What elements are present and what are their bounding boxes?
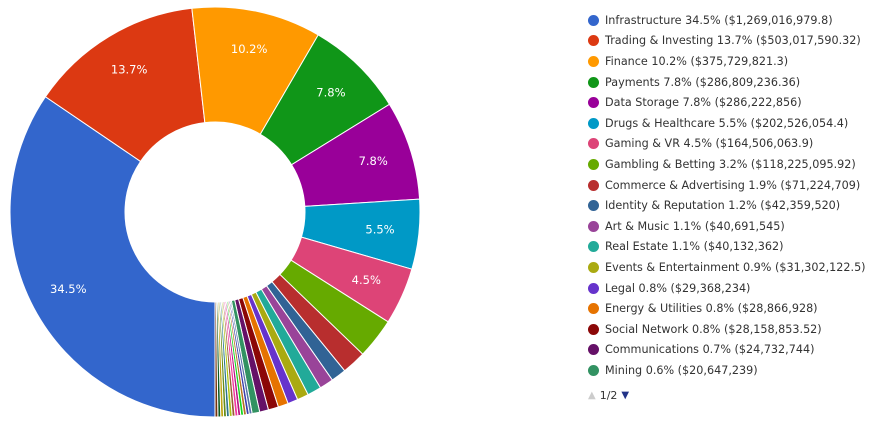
legend-item[interactable]: Identity & Reputation 1.2% ($42,359,520) <box>588 195 884 216</box>
legend-swatch <box>588 179 599 191</box>
legend-item[interactable]: Gaming & VR 4.5% ($164,506,063.9) <box>588 134 884 155</box>
legend-label: Social Network 0.8% ($28,158,853.52) <box>605 322 822 336</box>
legend-items: Infrastructure 34.5% ($1,269,016,979.8) T… <box>588 10 884 381</box>
legend-swatch <box>588 220 599 232</box>
legend-label: Drugs & Healthcare 5.5% ($202,526,054.4) <box>605 116 849 130</box>
legend-swatch <box>588 76 599 88</box>
slice-label-2: 10.2% <box>231 42 268 56</box>
legend-label: Payments 7.8% ($286,809,236.36) <box>605 75 801 89</box>
pager-text: 1/2 <box>599 389 618 403</box>
legend-item[interactable]: Infrastructure 34.5% ($1,269,016,979.8) <box>588 10 884 31</box>
legend-label: Identity & Reputation 1.2% ($42,359,520) <box>605 199 841 213</box>
legend-item[interactable]: Data Storage 7.8% ($286,222,856) <box>588 92 884 113</box>
legend-label: Gambling & Betting 3.2% ($118,225,095.92… <box>605 157 856 171</box>
legend-item[interactable]: Commerce & Advertising 1.9% ($71,224,709… <box>588 175 884 196</box>
legend-item[interactable]: Payments 7.8% ($286,809,236.36) <box>588 72 884 93</box>
donut-svg: 34.5% 13.7% 10.2% 7.8% 7.8% 5.5% 4.5% <box>9 6 421 418</box>
legend-item[interactable]: Mining 0.6% ($20,647,239) <box>588 360 884 381</box>
legend-item[interactable]: Finance 10.2% ($375,729,821.3) <box>588 51 884 72</box>
legend-label: Legal 0.8% ($29,368,234) <box>605 281 751 295</box>
legend-swatch <box>588 282 599 294</box>
legend-swatch <box>588 14 599 26</box>
legend-item[interactable]: Legal 0.8% ($29,368,234) <box>588 278 884 299</box>
legend-label: Finance 10.2% ($375,729,821.3) <box>605 54 789 68</box>
legend-label: Commerce & Advertising 1.9% ($71,224,709… <box>605 178 861 192</box>
legend-item[interactable]: Events & Entertainment 0.9% ($31,302,122… <box>588 257 884 278</box>
legend-swatch <box>588 35 599 47</box>
legend-item[interactable]: Art & Music 1.1% ($40,691,545) <box>588 216 884 237</box>
legend-label: Gaming & VR 4.5% ($164,506,063.9) <box>605 137 814 151</box>
legend-label: Data Storage 7.8% ($286,222,856) <box>605 96 802 110</box>
triangle-down-icon[interactable]: ▼ <box>621 389 630 401</box>
slice-infrastructure[interactable] <box>9 96 216 418</box>
legend-item[interactable]: Real Estate 1.1% ($40,132,362) <box>588 237 884 258</box>
legend-label: Communications 0.7% ($24,732,744) <box>605 343 815 357</box>
slice-label-5: 5.5% <box>365 223 394 237</box>
legend-swatch <box>588 200 599 212</box>
legend-swatch <box>588 117 599 129</box>
legend-label: Infrastructure 34.5% ($1,269,016,979.8) <box>605 13 833 27</box>
legend-swatch <box>588 303 599 315</box>
slice-label-6: 4.5% <box>352 273 381 287</box>
legend-item[interactable]: Social Network 0.8% ($28,158,853.52) <box>588 319 884 340</box>
legend-swatch <box>588 97 599 109</box>
legend-label: Events & Entertainment 0.9% ($31,302,122… <box>605 260 866 274</box>
slice-other-13[interactable] <box>214 301 219 418</box>
slice-label-1: 13.7% <box>111 62 148 76</box>
slice-label-4: 7.8% <box>359 154 388 168</box>
legend-label: Energy & Utilities 0.8% ($28,866,928) <box>605 302 818 316</box>
legend-label: Real Estate 1.1% ($40,132,362) <box>605 240 784 254</box>
legend-swatch <box>588 241 599 253</box>
triangle-up-icon: ▲ <box>588 389 596 401</box>
slice-trading-investing[interactable] <box>44 7 206 163</box>
legend-item[interactable]: Drugs & Healthcare 5.5% ($202,526,054.4) <box>588 113 884 134</box>
legend-item[interactable]: Gambling & Betting 3.2% ($118,225,095.92… <box>588 154 884 175</box>
donut-chart: 34.5% 13.7% 10.2% 7.8% 7.8% 5.5% 4.5% <box>9 6 421 418</box>
legend-swatch <box>588 158 599 170</box>
legend-swatch <box>588 138 599 150</box>
legend-item[interactable]: Energy & Utilities 0.8% ($28,866,928) <box>588 298 884 319</box>
legend-pager: ▲ 1/2 ▼ <box>588 388 884 404</box>
legend-swatch <box>588 55 599 67</box>
legend-label: Art & Music 1.1% ($40,691,545) <box>605 219 785 233</box>
legend-swatch <box>588 323 599 335</box>
legend-item[interactable]: Communications 0.7% ($24,732,744) <box>588 340 884 361</box>
legend-label: Mining 0.6% ($20,647,239) <box>605 363 758 377</box>
legend-swatch <box>588 364 599 376</box>
legend-swatch <box>588 261 599 273</box>
legend-item[interactable]: Trading & Investing 13.7% ($503,017,590.… <box>588 31 884 52</box>
legend-label: Trading & Investing 13.7% ($503,017,590.… <box>605 34 861 48</box>
legend: Infrastructure 34.5% ($1,269,016,979.8) T… <box>588 10 884 404</box>
slice-label-0: 34.5% <box>50 282 87 296</box>
legend-swatch <box>588 344 599 356</box>
slice-label-3: 7.8% <box>316 86 345 100</box>
